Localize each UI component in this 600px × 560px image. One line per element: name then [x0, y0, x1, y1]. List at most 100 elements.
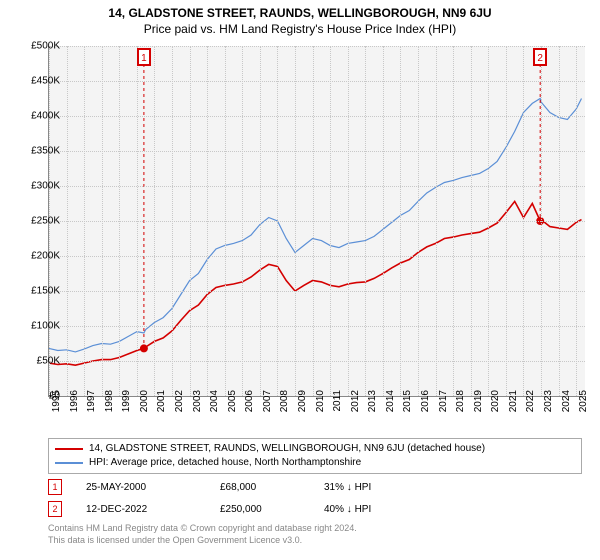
x-tick-label: 1996	[69, 390, 80, 430]
gridline-v	[541, 46, 542, 396]
legend-label: 14, GLADSTONE STREET, RAUNDS, WELLINGBOR…	[89, 442, 485, 456]
gridline-v	[242, 46, 243, 396]
gridline-v	[84, 46, 85, 396]
gridline-v	[277, 46, 278, 396]
x-tick-label: 2017	[438, 390, 449, 430]
gridline-v	[506, 46, 507, 396]
gridline-v	[137, 46, 138, 396]
y-tick-label: £250K	[15, 216, 60, 227]
sales-row-date: 25-MAY-2000	[86, 482, 196, 493]
y-tick-label: £350K	[15, 146, 60, 157]
series-line-property	[49, 201, 582, 365]
x-tick-label: 2001	[156, 390, 167, 430]
x-tick-label: 2015	[402, 390, 413, 430]
x-tick-label: 2016	[420, 390, 431, 430]
legend: 14, GLADSTONE STREET, RAUNDS, WELLINGBOR…	[48, 438, 582, 474]
gridline-h	[49, 186, 585, 187]
gridline-v	[67, 46, 68, 396]
y-tick-label: £100K	[15, 321, 60, 332]
legend-row: 14, GLADSTONE STREET, RAUNDS, WELLINGBOR…	[55, 442, 575, 456]
x-tick-label: 2018	[455, 390, 466, 430]
sales-row-diff: 40% ↓ HPI	[324, 504, 444, 515]
gridline-v	[453, 46, 454, 396]
gridline-v	[330, 46, 331, 396]
x-tick-label: 1995	[51, 390, 62, 430]
x-tick-label: 2014	[385, 390, 396, 430]
plot-area: 12	[48, 46, 585, 397]
gridline-v	[559, 46, 560, 396]
gridline-v	[225, 46, 226, 396]
gridline-h	[49, 326, 585, 327]
chart-subtitle: Price paid vs. HM Land Registry's House …	[0, 20, 600, 40]
x-tick-label: 2008	[279, 390, 290, 430]
gridline-v	[190, 46, 191, 396]
x-tick-label: 2005	[227, 390, 238, 430]
gridline-h	[49, 221, 585, 222]
y-tick-label: £450K	[15, 76, 60, 87]
gridline-v	[102, 46, 103, 396]
gridline-h	[49, 256, 585, 257]
gridline-v	[313, 46, 314, 396]
y-tick-label: £500K	[15, 41, 60, 52]
gridline-h	[49, 81, 585, 82]
legend-swatch	[55, 462, 83, 464]
sales-row-marker: 2	[48, 501, 62, 517]
gridline-v	[523, 46, 524, 396]
footer-attribution: Contains HM Land Registry data © Crown c…	[48, 522, 582, 546]
gridline-v	[260, 46, 261, 396]
gridline-v	[154, 46, 155, 396]
y-tick-label: £150K	[15, 286, 60, 297]
gridline-v	[488, 46, 489, 396]
footer-line-1: Contains HM Land Registry data © Crown c…	[48, 522, 582, 534]
chart-title: 14, GLADSTONE STREET, RAUNDS, WELLINGBOR…	[0, 0, 600, 20]
y-tick-label: £400K	[15, 111, 60, 122]
gridline-v	[365, 46, 366, 396]
gridline-v	[119, 46, 120, 396]
x-tick-label: 2012	[350, 390, 361, 430]
gridline-v	[348, 46, 349, 396]
x-tick-label: 1997	[86, 390, 97, 430]
y-tick-label: £50K	[15, 356, 60, 367]
x-tick-label: 2022	[525, 390, 536, 430]
gridline-v	[400, 46, 401, 396]
sales-table: 125-MAY-2000£68,00031% ↓ HPI212-DEC-2022…	[48, 476, 582, 520]
x-tick-label: 2023	[543, 390, 554, 430]
x-tick-label: 2019	[473, 390, 484, 430]
sales-row-price: £68,000	[220, 482, 300, 493]
gridline-h	[49, 291, 585, 292]
sales-row: 1 25-MAY-2000 £68,000 31% ↓ HPI	[48, 476, 582, 498]
gridline-v	[471, 46, 472, 396]
gridline-v	[436, 46, 437, 396]
sales-row-marker: 1	[48, 479, 62, 495]
footer-line-2: This data is licensed under the Open Gov…	[48, 534, 582, 546]
gridline-h	[49, 361, 585, 362]
x-tick-label: 2009	[297, 390, 308, 430]
y-tick-label: £200K	[15, 251, 60, 262]
legend-row: HPI: Average price, detached house, Nort…	[55, 456, 575, 470]
sales-row: 212-DEC-2022£250,00040% ↓ HPI	[48, 498, 582, 520]
x-tick-label: 2021	[508, 390, 519, 430]
x-tick-label: 2003	[192, 390, 203, 430]
x-tick-label: 2024	[561, 390, 572, 430]
gridline-h	[49, 151, 585, 152]
legend-swatch	[55, 448, 83, 450]
sales-row-diff: 31% ↓ HPI	[324, 482, 444, 493]
sale-marker-box: 1	[137, 48, 151, 66]
sale-marker-box: 2	[533, 48, 547, 66]
x-tick-label: 2020	[490, 390, 501, 430]
x-tick-label: 1998	[104, 390, 115, 430]
sales-row-price: £250,000	[220, 504, 300, 515]
gridline-v	[383, 46, 384, 396]
gridline-v	[172, 46, 173, 396]
gridline-v	[295, 46, 296, 396]
gridline-h	[49, 116, 585, 117]
y-tick-label: £300K	[15, 181, 60, 192]
x-tick-label: 2013	[367, 390, 378, 430]
gridline-v	[418, 46, 419, 396]
gridline-h	[49, 46, 585, 47]
x-tick-label: 2000	[139, 390, 150, 430]
gridline-v	[207, 46, 208, 396]
legend-label: HPI: Average price, detached house, Nort…	[89, 456, 361, 470]
series-line-hpi	[49, 99, 582, 352]
x-tick-label: 2002	[174, 390, 185, 430]
